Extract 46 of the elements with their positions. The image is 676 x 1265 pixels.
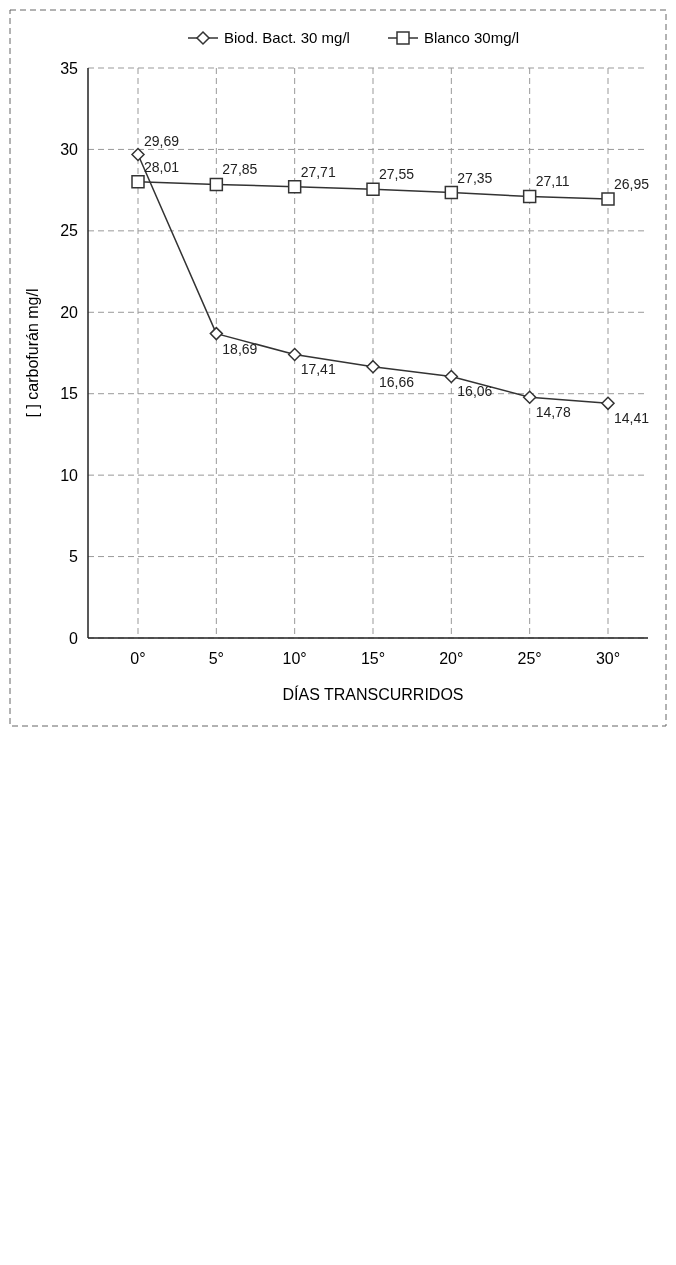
data-label: 17,41 [300,361,336,378]
x-tick-label: 30° [595,650,621,667]
point [366,359,380,374]
point [522,189,537,204]
point [131,175,145,189]
point [444,369,459,384]
data-label: 26,95 [614,176,650,193]
y-axis-title: [ ] carbofurán mg/l [24,288,41,418]
point [522,390,537,405]
point [366,182,380,197]
legend-label: Blanco 30mg/l [424,29,520,47]
data-label: 27,71 [300,163,336,180]
point [601,396,615,411]
data-label: 27,85 [222,161,258,178]
legend-label: Biod. Bact. 30 mg/l [224,29,350,47]
point [287,179,302,194]
data-label: 16,66 [379,373,415,390]
data-label: 18,69 [222,340,258,357]
point [209,177,224,192]
x-tick-label: 10° [282,650,307,667]
y-tick-label: 20 [60,303,79,321]
y-tick-label: 0 [69,629,79,647]
data-label: 14,78 [535,404,571,421]
data-label: 27,55 [379,166,415,183]
y-tick-label: 35 [60,59,79,77]
y-tick-label: 25 [60,222,79,240]
x-tick-label: 5° [208,650,224,667]
point [601,192,615,206]
data-label: 14,41 [614,410,650,427]
data-label: 16,06 [457,383,493,400]
y-tick-label: 10 [60,466,79,484]
x-tick-label: 15° [360,650,386,667]
y-tick-label: 15 [60,385,79,403]
x-tick-label: 20° [439,650,464,667]
y-tick-label: 5 [69,548,79,566]
y-tick-label: 30 [60,141,79,159]
data-label: 28,01 [144,158,180,175]
point [444,185,459,200]
point [131,147,145,162]
x-tick-label: 25° [517,650,542,667]
point [209,326,224,341]
x-axis-title: DÍAS TRANSCURRIDOS [282,685,464,703]
data-label: 27,11 [535,173,570,190]
x-tick-label: 0° [130,650,146,667]
data-label: 27,35 [457,169,493,186]
data-label: 29,69 [144,133,180,150]
